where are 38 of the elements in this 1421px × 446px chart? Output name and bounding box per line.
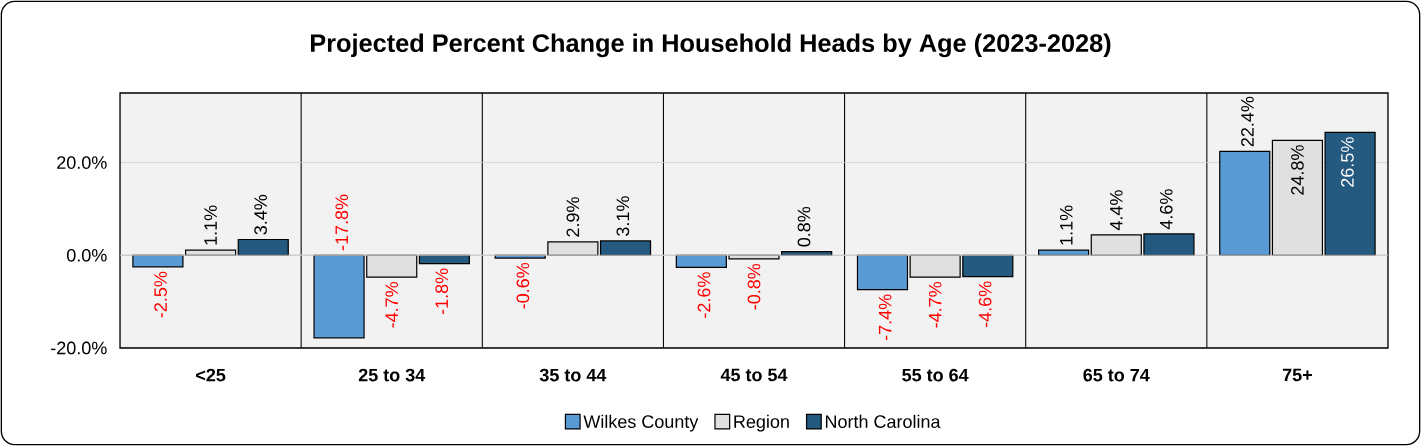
data-label: 4.4% [1109,190,1123,231]
data-label: -2.6% [697,272,711,318]
data-label: -4.7% [385,281,399,328]
legend-label: North Carolina [825,414,941,428]
chart-title: Projected Percent Change in Household Heads by Age (2023-2028) [310,33,1111,58]
data-label: 22.4% [1241,96,1254,147]
x-tick-label: 35 to 44 [539,368,607,382]
legend-label: Region [734,414,789,432]
x-tick-label: 45 to 54 [720,368,788,382]
bar [132,254,184,268]
data-label: 26.5% [1341,137,1354,187]
data-label: 1.1% [204,205,217,245]
bar [1219,150,1271,256]
data-label: 0.8% [797,206,811,247]
data-label: -0.6% [516,262,530,309]
data-label: -7.4% [878,294,892,341]
x-tick-label: 75+ [1282,368,1312,382]
data-label: 4.6% [1159,189,1173,230]
data-label: 3.4% [254,194,267,235]
x-tick-label: 25 to 34 [358,368,426,382]
data-label: -17.8% [335,194,349,251]
data-label: 1.1% [1059,205,1073,245]
x-tick-label: <25 [196,368,226,382]
data-label: 24.8% [1291,145,1304,195]
data-label: -1.8% [435,268,449,315]
y-tick-label: -20.0% [51,341,107,355]
data-label: -4.7% [928,281,942,328]
data-label: 3.1% [616,196,630,236]
x-tick-label: 55 to 64 [902,368,969,382]
data-label: -0.8% [747,263,761,310]
y-tick-label: 0.0% [66,248,107,262]
data-label: 2.9% [566,197,580,237]
data-label: -4.6% [978,281,992,328]
data-label: -2.5% [154,271,167,318]
legend-label: Wilkes County [583,414,699,432]
x-tick-label: 65 to 74 [1083,368,1150,382]
bar [237,238,289,256]
y-tick-label: 20.0% [57,156,107,169]
